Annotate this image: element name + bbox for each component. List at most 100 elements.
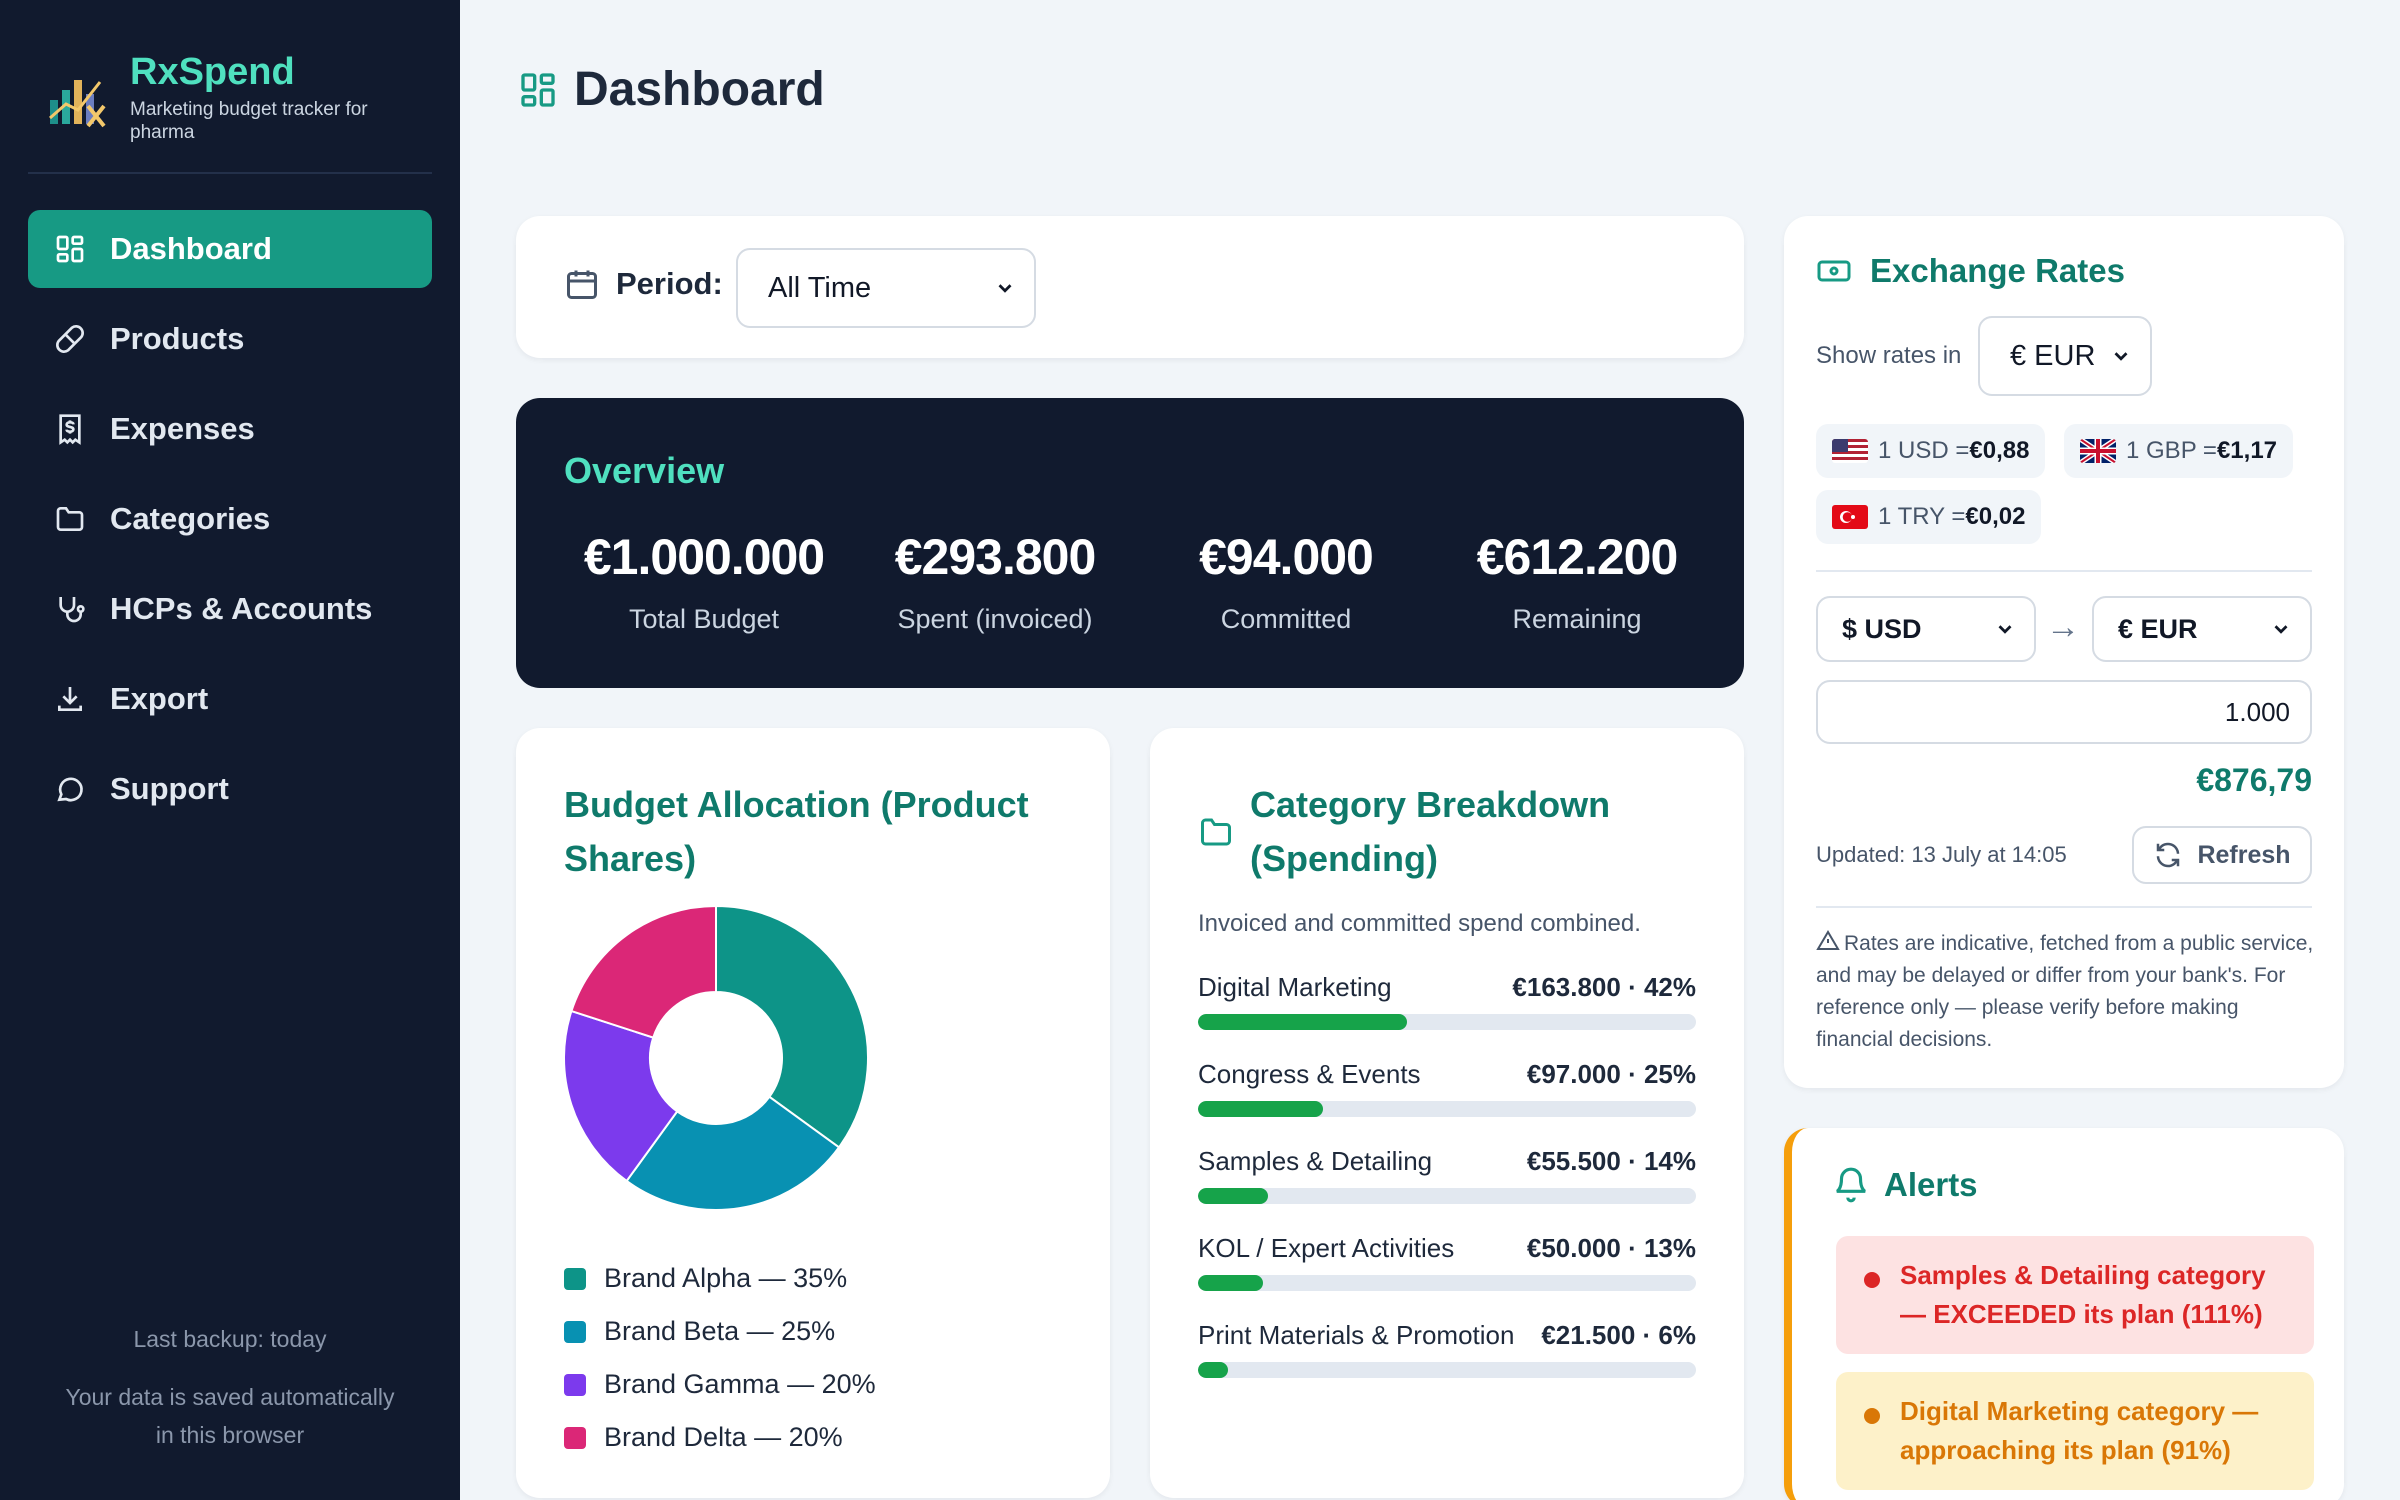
sidebar-divider: [28, 172, 432, 174]
alert-item-warning[interactable]: Digital Marketing category — approaching…: [1836, 1372, 2314, 1490]
category-breakdown-title: Category Breakdown (Spending): [1250, 784, 1611, 879]
stat-value: €612.200: [1476, 529, 1679, 585]
show-rates-label: Show rates in: [1816, 342, 1962, 369]
legend-swatch: [564, 1373, 586, 1396]
convert-from-select[interactable]: $ USD: [1816, 596, 2036, 662]
category-row: Samples & Detailing €55.500 · 14%: [1198, 1146, 1696, 1233]
rate-text: 1 GBP =: [2126, 437, 2217, 464]
category-value: €21.500 · 6%: [1541, 1320, 1696, 1350]
brand-logo-icon: [49, 80, 106, 128]
category-progress: [1198, 1275, 1696, 1291]
convert-amount-input[interactable]: [1816, 680, 2312, 744]
sidebar-item-dashboard[interactable]: Dashboard: [28, 210, 432, 288]
stat-label: Total Budget: [628, 604, 780, 634]
category-progress-fill: [1198, 1101, 1323, 1117]
category-value: €97.000 · 25%: [1526, 1059, 1696, 1089]
stat-spent: €293.800 Spent (invoiced): [850, 528, 1140, 635]
stat-remaining: €612.200 Remaining: [1432, 528, 1722, 635]
page-title-text: Dashboard: [574, 63, 825, 116]
warning-icon: [1816, 930, 1840, 950]
alert-item-danger[interactable]: Samples & Detailing category — EXCEEDED …: [1836, 1236, 2314, 1354]
category-name: Digital Marketing: [1198, 972, 1392, 1002]
rate-text: 1 TRY =: [1878, 503, 1966, 530]
legend-label: Brand Beta — 25%: [604, 1316, 836, 1346]
rates-disclaimer: Rates are indicative, fetched from a pub…: [1816, 928, 2316, 1056]
chevron-down-icon: [2114, 352, 2128, 361]
convert-result: €876,79: [2196, 762, 2312, 798]
period-label-text: Period:: [616, 266, 723, 301]
budget-allocation-title: Budget Allocation (Product Shares): [564, 784, 1029, 879]
rate-text: 1 USD =: [1878, 437, 1970, 464]
allocation-legend: Brand Alpha — 35% Brand Beta — 25% Brand…: [564, 1252, 876, 1464]
sidebar-item-categories[interactable]: Categories: [28, 480, 432, 558]
sidebar-item-expenses[interactable]: Expenses: [28, 390, 432, 468]
backup-status: Last backup: today: [133, 1326, 327, 1352]
sidebar-footer: Last backup: today Your data is saved au…: [0, 1320, 460, 1454]
rate-chip-gbp: 1 GBP = €1,17: [2064, 424, 2294, 478]
sidebar-item-label: Categories: [110, 501, 271, 536]
rate-value: €0,88: [1969, 437, 2030, 464]
sidebar-item-products[interactable]: Products: [28, 300, 432, 378]
download-icon: [58, 687, 82, 711]
legend-item: Brand Beta — 25%: [564, 1305, 876, 1358]
convert-to-select[interactable]: € EUR: [2092, 596, 2312, 662]
category-value: €55.500 · 14%: [1526, 1146, 1696, 1176]
folder-icon: [1201, 818, 1231, 846]
period-select-value: All Time: [768, 271, 872, 304]
category-progress-fill: [1198, 1275, 1263, 1291]
alerts-title: Alerts: [1832, 1166, 1978, 1204]
rate-chip-try: 1 TRY = €0,02: [1816, 490, 2042, 544]
refresh-button[interactable]: Refresh: [2132, 826, 2312, 884]
stat-label: Committed: [1220, 604, 1352, 634]
donut-slice-1[interactable]: [625, 1095, 841, 1210]
us-flag-icon: [1832, 439, 1868, 463]
category-name: Print Materials & Promotion: [1198, 1320, 1515, 1350]
calendar-icon: [567, 270, 597, 299]
budget-allocation-card: Budget Allocation (Product Shares) Brand…: [516, 728, 1110, 1498]
category-row: Congress & Events €97.000 · 25%: [1198, 1059, 1696, 1146]
legend-label: Brand Gamma — 20%: [604, 1369, 876, 1399]
period-select[interactable]: All Time: [736, 248, 1036, 328]
page-title: Dashboard: [518, 62, 825, 117]
stat-label: Remaining: [1512, 604, 1642, 634]
category-breakdown-subtitle: Invoiced and committed spend combined.: [1198, 910, 1641, 937]
donut-slice-0[interactable]: [715, 906, 868, 1149]
brand-name: RxSpend: [130, 51, 295, 93]
rate-value: €0,02: [1965, 503, 2026, 530]
sidebar-item-label: HCPs & Accounts: [110, 591, 373, 626]
alerts-card: Alerts Samples & Detailing category — EX…: [1784, 1128, 2344, 1500]
donut-slice-2[interactable]: [564, 1009, 679, 1183]
sidebar-item-export[interactable]: Export: [28, 660, 432, 738]
stat-value: €293.800: [894, 529, 1097, 585]
sidebar: RxSpend Marketing budget tracker for pha…: [0, 0, 460, 1500]
category-value: €163.800 · 42%: [1512, 972, 1696, 1002]
rate-value: €1,17: [2216, 437, 2278, 464]
tr-flag-icon: [1832, 505, 1868, 529]
period-label: Period:: [564, 266, 723, 302]
overview-title: Overview: [564, 450, 725, 491]
brand[interactable]: RxSpend Marketing budget tracker for pha…: [48, 50, 390, 144]
sidebar-item-label: Support: [110, 771, 229, 806]
sidebar-item-hcps-accounts[interactable]: HCPs & Accounts: [28, 570, 432, 648]
donut-slice-3[interactable]: [570, 906, 717, 1039]
folder-icon: [56, 507, 84, 531]
rates-updated-timestamp: Updated: 13 July at 14:05: [1816, 842, 2067, 867]
stat-value: €1.000.000: [583, 529, 825, 585]
legend-item: Brand Delta — 20%: [564, 1411, 876, 1464]
chat-icon: [57, 777, 83, 802]
legend-swatch: [564, 1320, 586, 1343]
stat-value: €94.000: [1199, 529, 1374, 585]
category-value: €50.000 · 13%: [1526, 1233, 1696, 1263]
chevron-down-icon: [998, 284, 1012, 293]
category-name: KOL / Expert Activities: [1198, 1233, 1455, 1263]
rates-currency-select[interactable]: € EUR: [1978, 316, 2152, 396]
sidebar-item-support[interactable]: Support: [28, 750, 432, 828]
receipt-icon: [59, 414, 81, 445]
pill-icon: [56, 325, 84, 353]
category-progress-fill: [1198, 1188, 1268, 1204]
allocation-donut-chart[interactable]: [564, 906, 868, 1210]
chevron-down-icon: [2274, 625, 2288, 634]
stat-label: Spent (invoiced): [897, 604, 1093, 634]
legend-label: Brand Delta — 20%: [604, 1422, 843, 1452]
legend-label: Brand Alpha — 35%: [604, 1263, 848, 1293]
